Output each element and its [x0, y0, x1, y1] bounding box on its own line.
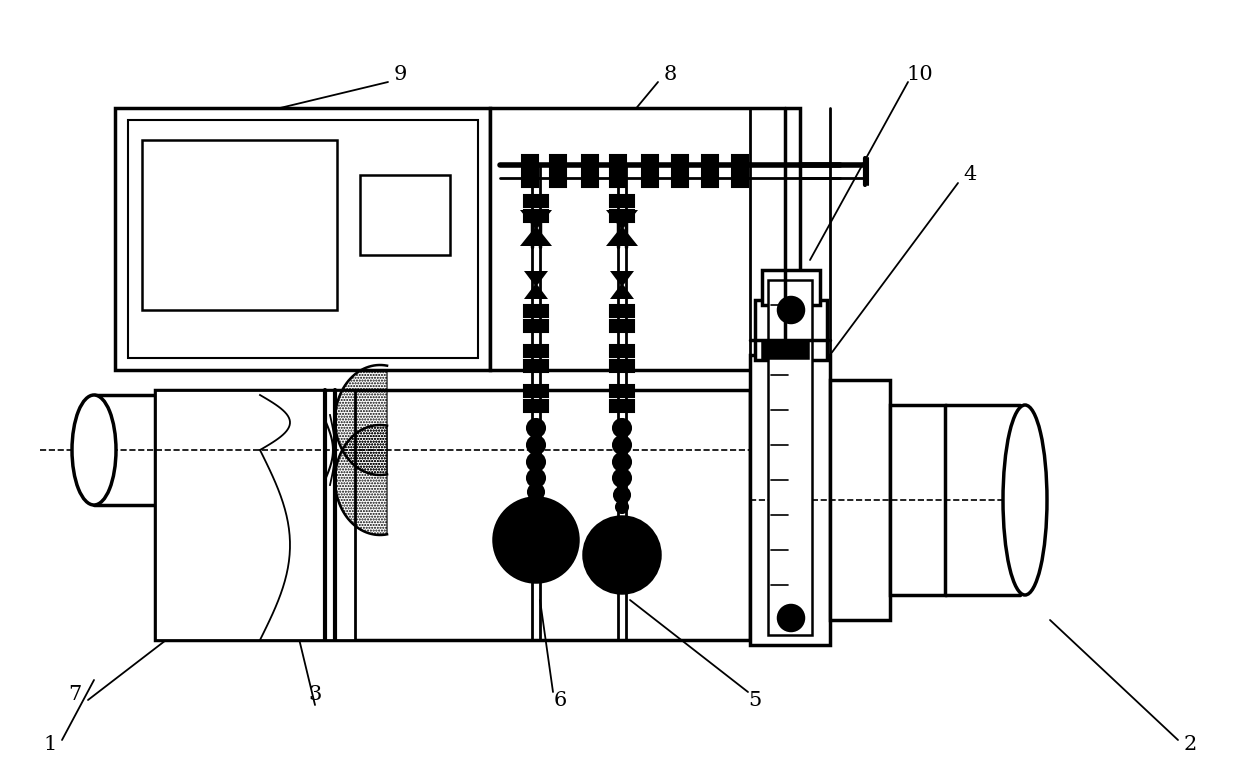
Bar	[155, 390, 750, 640]
Bar	[360, 175, 450, 255]
Bar	[610, 320, 634, 332]
Bar	[672, 155, 688, 187]
Bar	[525, 385, 548, 397]
Bar	[610, 400, 634, 412]
Text: 9: 9	[393, 66, 407, 84]
Bar	[610, 345, 634, 357]
Bar	[610, 155, 626, 187]
Text: 7: 7	[68, 686, 82, 704]
Polygon shape	[610, 283, 634, 299]
Polygon shape	[520, 210, 552, 230]
Bar	[732, 155, 748, 187]
Ellipse shape	[72, 395, 117, 505]
Bar	[525, 305, 548, 317]
Bar	[490, 108, 800, 370]
Text: 3: 3	[309, 686, 321, 704]
Text: 1: 1	[43, 736, 57, 754]
Polygon shape	[525, 271, 548, 287]
Circle shape	[616, 501, 627, 513]
Bar	[128, 120, 477, 358]
Circle shape	[777, 297, 804, 323]
Bar	[525, 360, 548, 372]
Circle shape	[613, 453, 631, 471]
Bar	[610, 195, 634, 207]
Bar	[525, 195, 548, 207]
Polygon shape	[520, 226, 552, 246]
Circle shape	[613, 419, 631, 437]
Bar	[610, 360, 634, 372]
Bar	[525, 210, 548, 222]
Ellipse shape	[1003, 405, 1047, 595]
Bar	[551, 155, 565, 187]
Circle shape	[777, 605, 804, 631]
Circle shape	[614, 487, 630, 503]
Circle shape	[527, 453, 546, 471]
Bar	[582, 155, 598, 187]
Text: 8: 8	[663, 66, 677, 84]
Bar	[610, 210, 634, 222]
Circle shape	[527, 419, 546, 437]
Bar	[750, 355, 830, 645]
Bar	[642, 155, 658, 187]
Bar	[768, 280, 812, 635]
Circle shape	[527, 436, 546, 454]
Polygon shape	[606, 226, 639, 246]
Bar	[525, 400, 548, 412]
Circle shape	[584, 517, 660, 593]
Bar	[143, 140, 337, 310]
Bar	[610, 385, 634, 397]
Text: 5: 5	[749, 690, 761, 710]
Circle shape	[613, 469, 631, 487]
Polygon shape	[525, 283, 548, 299]
Bar	[763, 340, 808, 358]
Text: 4: 4	[963, 165, 977, 185]
Bar	[755, 300, 827, 360]
Circle shape	[527, 469, 546, 487]
Circle shape	[613, 436, 631, 454]
Bar	[155, 390, 355, 640]
Bar	[702, 155, 718, 187]
Text: 2: 2	[1183, 736, 1197, 754]
Bar	[525, 320, 548, 332]
Bar	[890, 405, 945, 595]
Circle shape	[528, 484, 544, 500]
Polygon shape	[610, 271, 634, 287]
Circle shape	[494, 498, 578, 582]
Text: 10: 10	[906, 66, 934, 84]
Polygon shape	[606, 210, 639, 230]
Bar	[525, 345, 548, 357]
Bar	[610, 305, 634, 317]
Bar	[522, 155, 538, 187]
Circle shape	[529, 501, 542, 513]
Bar	[830, 380, 890, 620]
Bar	[763, 270, 820, 305]
Text: 6: 6	[553, 690, 567, 710]
Bar	[115, 108, 490, 370]
